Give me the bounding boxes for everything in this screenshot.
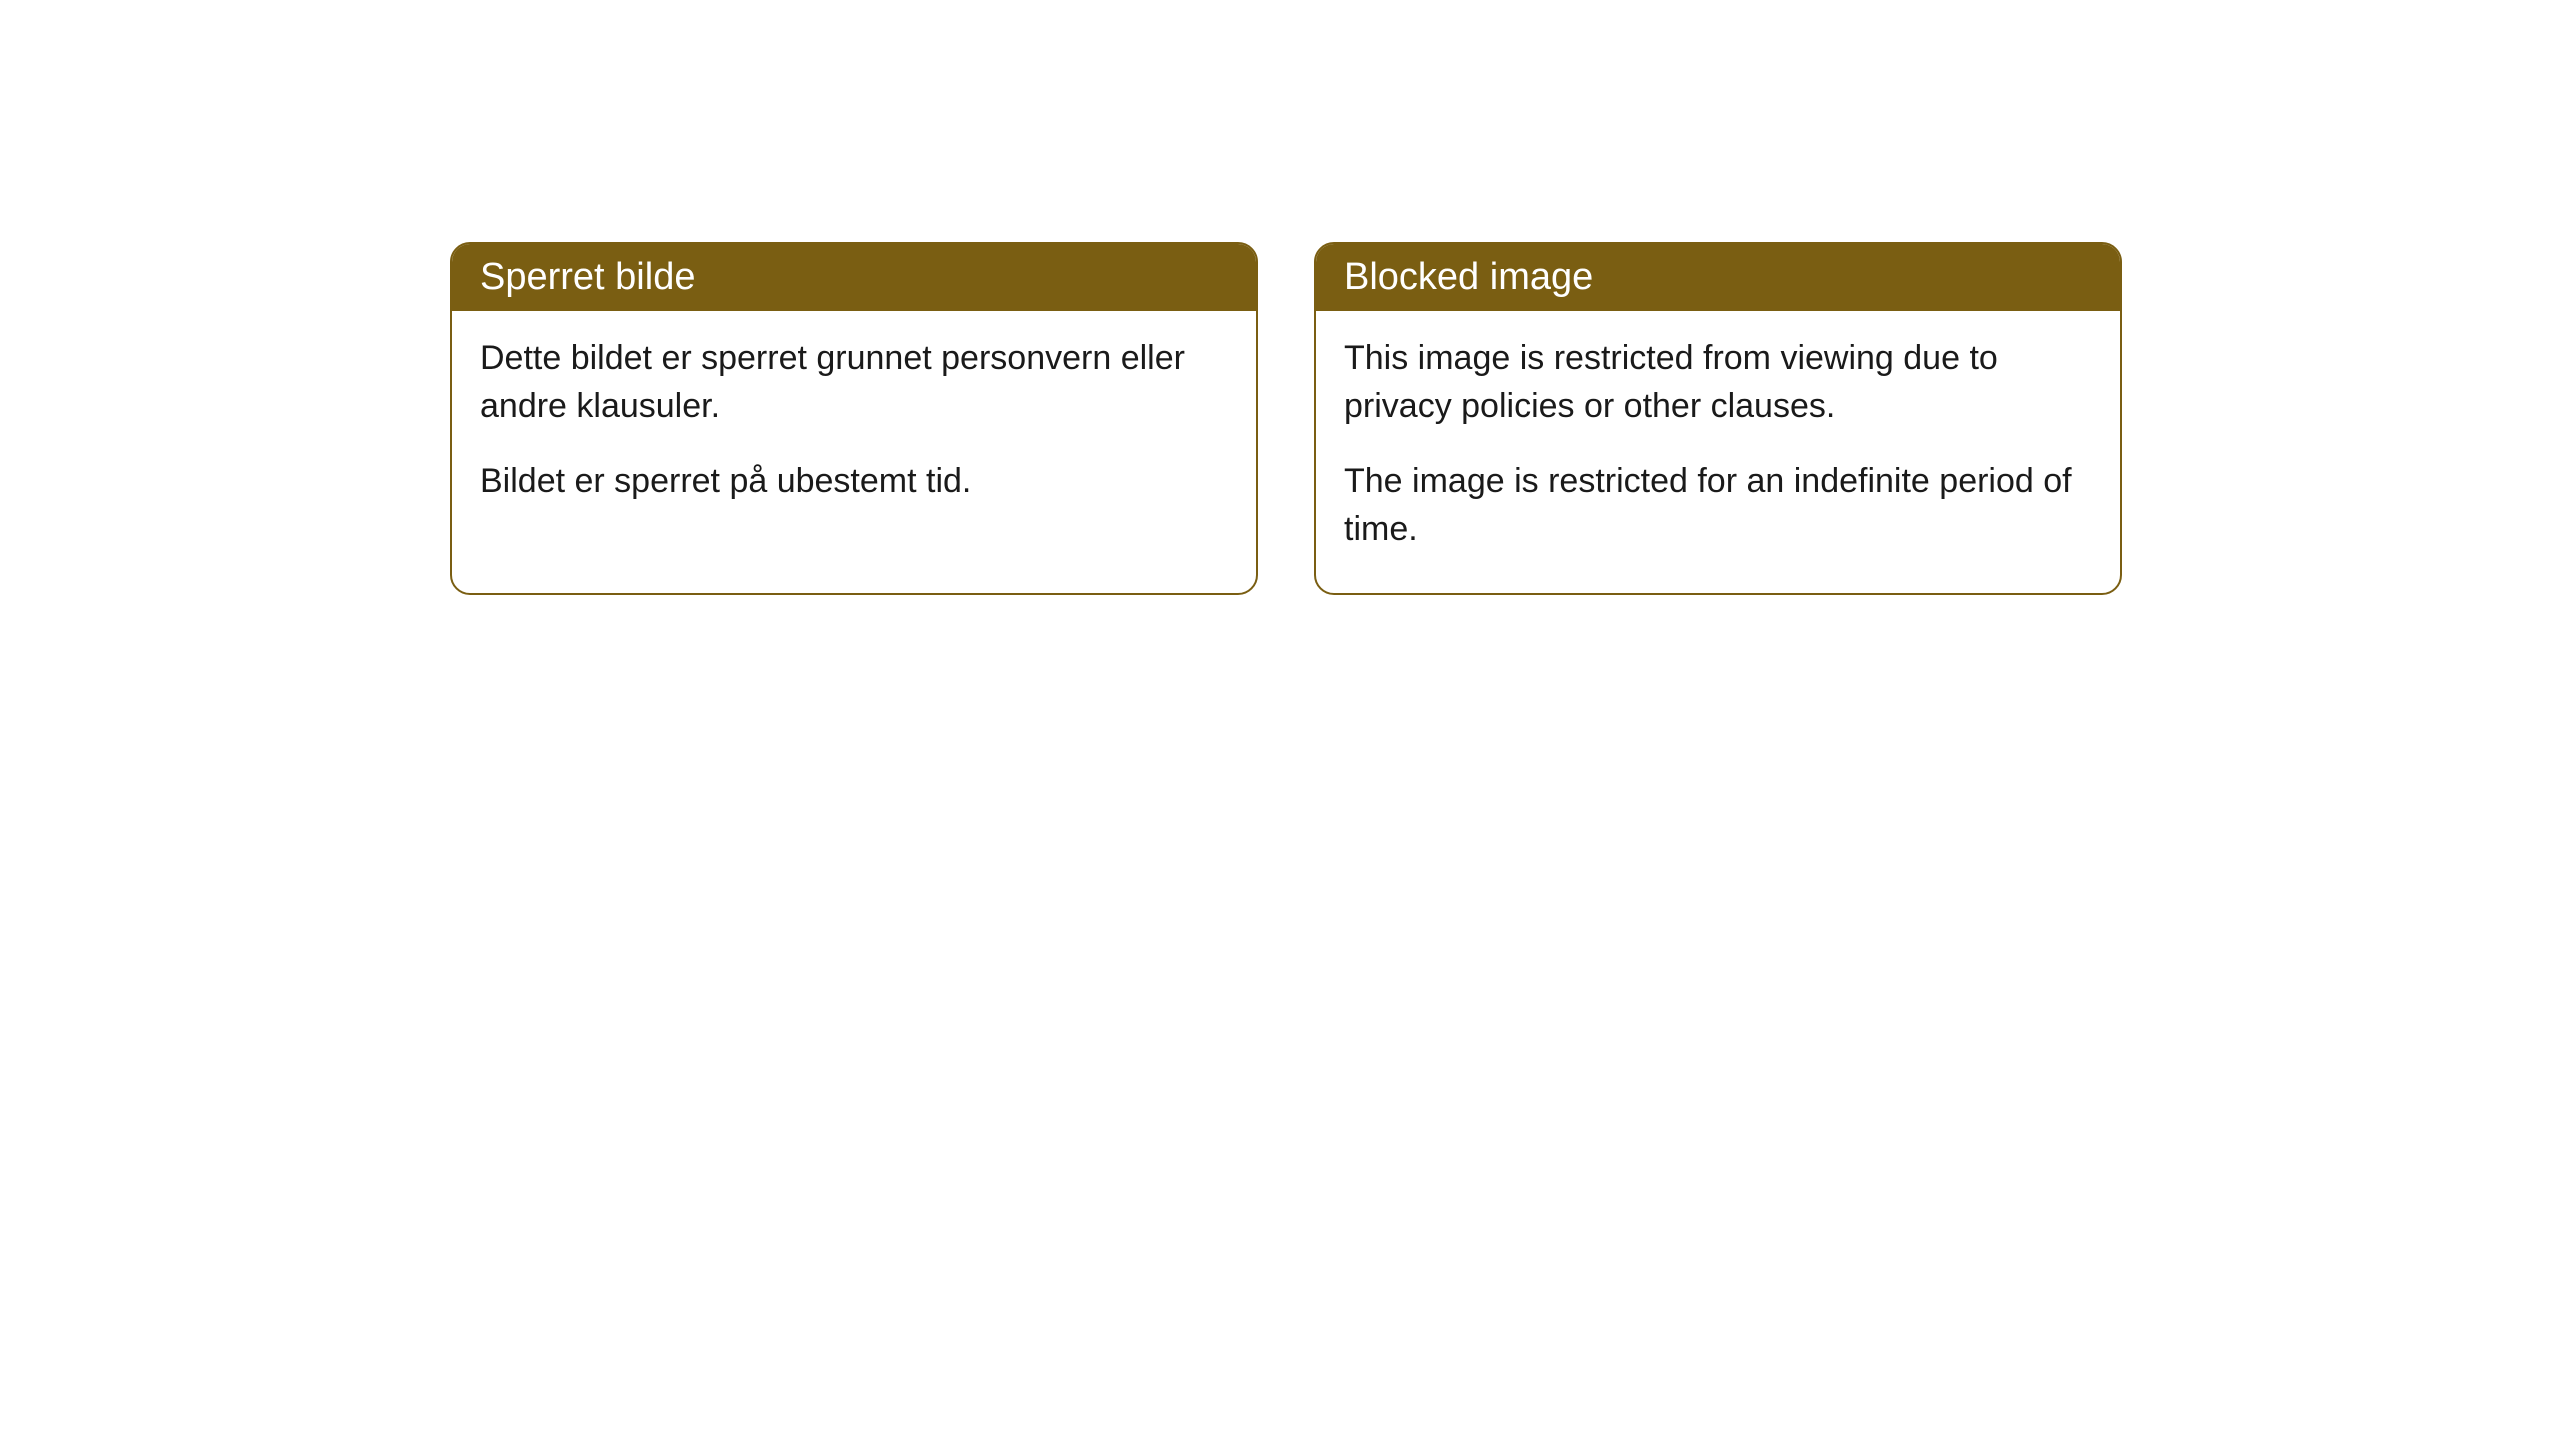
notice-body: Dette bildet er sperret grunnet personve…	[452, 311, 1256, 546]
notice-card-norwegian: Sperret bilde Dette bildet er sperret gr…	[450, 242, 1258, 595]
notice-header: Sperret bilde	[452, 244, 1256, 311]
notice-header: Blocked image	[1316, 244, 2120, 311]
notice-card-english: Blocked image This image is restricted f…	[1314, 242, 2122, 595]
notice-container: Sperret bilde Dette bildet er sperret gr…	[450, 242, 2122, 595]
notice-paragraph-2: The image is restricted for an indefinit…	[1344, 458, 2092, 553]
notice-body: This image is restricted from viewing du…	[1316, 311, 2120, 593]
notice-paragraph-2: Bildet er sperret på ubestemt tid.	[480, 458, 1228, 506]
notice-paragraph-1: This image is restricted from viewing du…	[1344, 335, 2092, 430]
notice-paragraph-1: Dette bildet er sperret grunnet personve…	[480, 335, 1228, 430]
